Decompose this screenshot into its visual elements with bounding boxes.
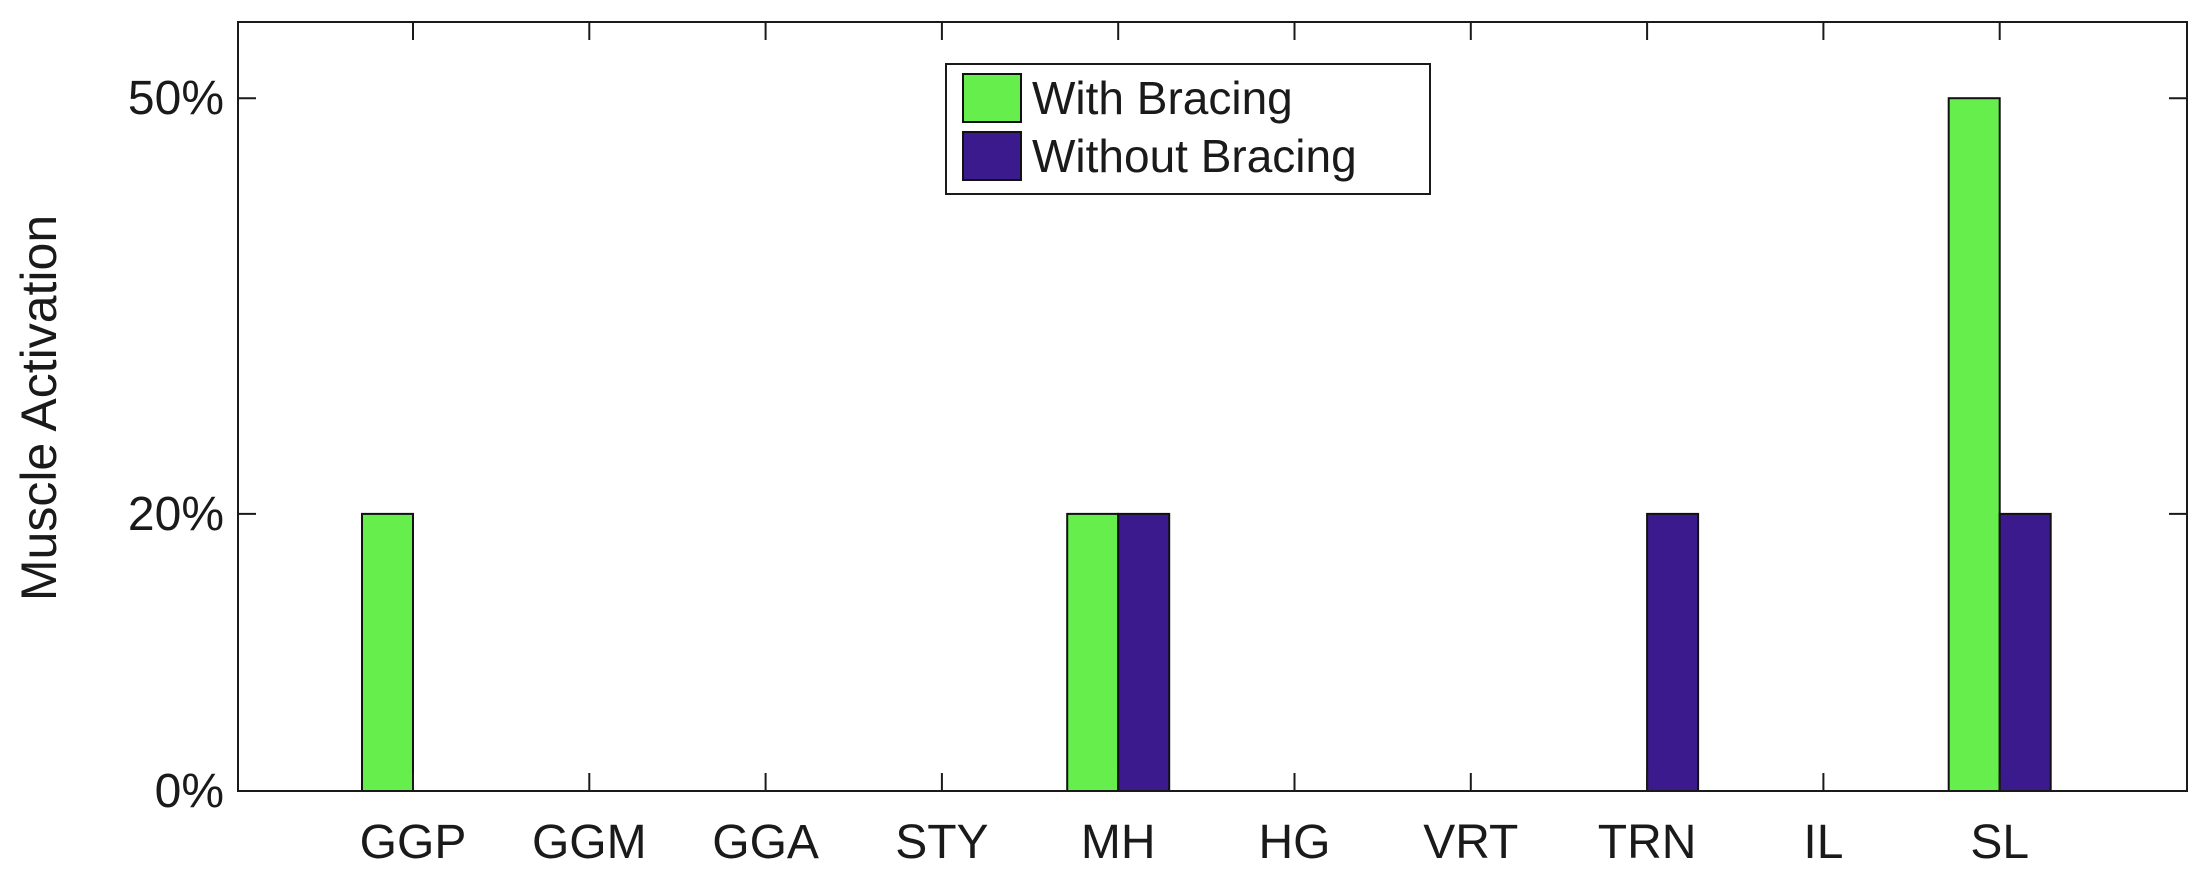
- bar-with-bracing-sl: [1947, 97, 2001, 792]
- legend-label: Without Bracing: [1032, 130, 1357, 182]
- x-tick-label: SL: [1970, 816, 2029, 869]
- axes-layer: [237, 21, 2188, 792]
- y-axis-label: Muscle Activation: [11, 215, 67, 601]
- plot-frame: [237, 21, 2188, 792]
- legend-swatch: [962, 73, 1022, 123]
- ticks-layer: 0% 20% 50% GGP GGM GGA STY MH HG VRT TRN IL SL: [128, 22, 2187, 869]
- bar-without-bracing-mh: [1117, 512, 1171, 792]
- x-tick-label: GGM: [532, 816, 647, 869]
- y-tick-label: 50%: [128, 72, 224, 125]
- x-tick-label: IL: [1803, 816, 1843, 869]
- x-tick-label: VRT: [1423, 816, 1518, 869]
- x-tick-label: STY: [895, 816, 988, 869]
- x-tick-label: GGA: [712, 816, 819, 869]
- x-tick-label: HG: [1259, 816, 1331, 869]
- y-tick-label: 0%: [155, 765, 224, 818]
- x-tick-label: GGP: [360, 816, 467, 869]
- x-tick-label: MH: [1081, 816, 1156, 869]
- bar-with-bracing-mh: [1066, 512, 1120, 792]
- y-tick-label: 20%: [128, 488, 224, 541]
- x-tick-label: TRN: [1598, 816, 1697, 869]
- bar-with-bracing-ggp: [361, 512, 414, 792]
- bars-layer: [361, 97, 2052, 792]
- legend-box: [945, 63, 1431, 195]
- bar-without-bracing-sl: [1998, 512, 2052, 792]
- legend-label: With Bracing: [1032, 72, 1293, 124]
- legend: With Bracing Without Bracing: [945, 63, 1431, 195]
- bar-without-bracing-trn: [1646, 512, 1700, 792]
- legend-swatch: [962, 131, 1022, 181]
